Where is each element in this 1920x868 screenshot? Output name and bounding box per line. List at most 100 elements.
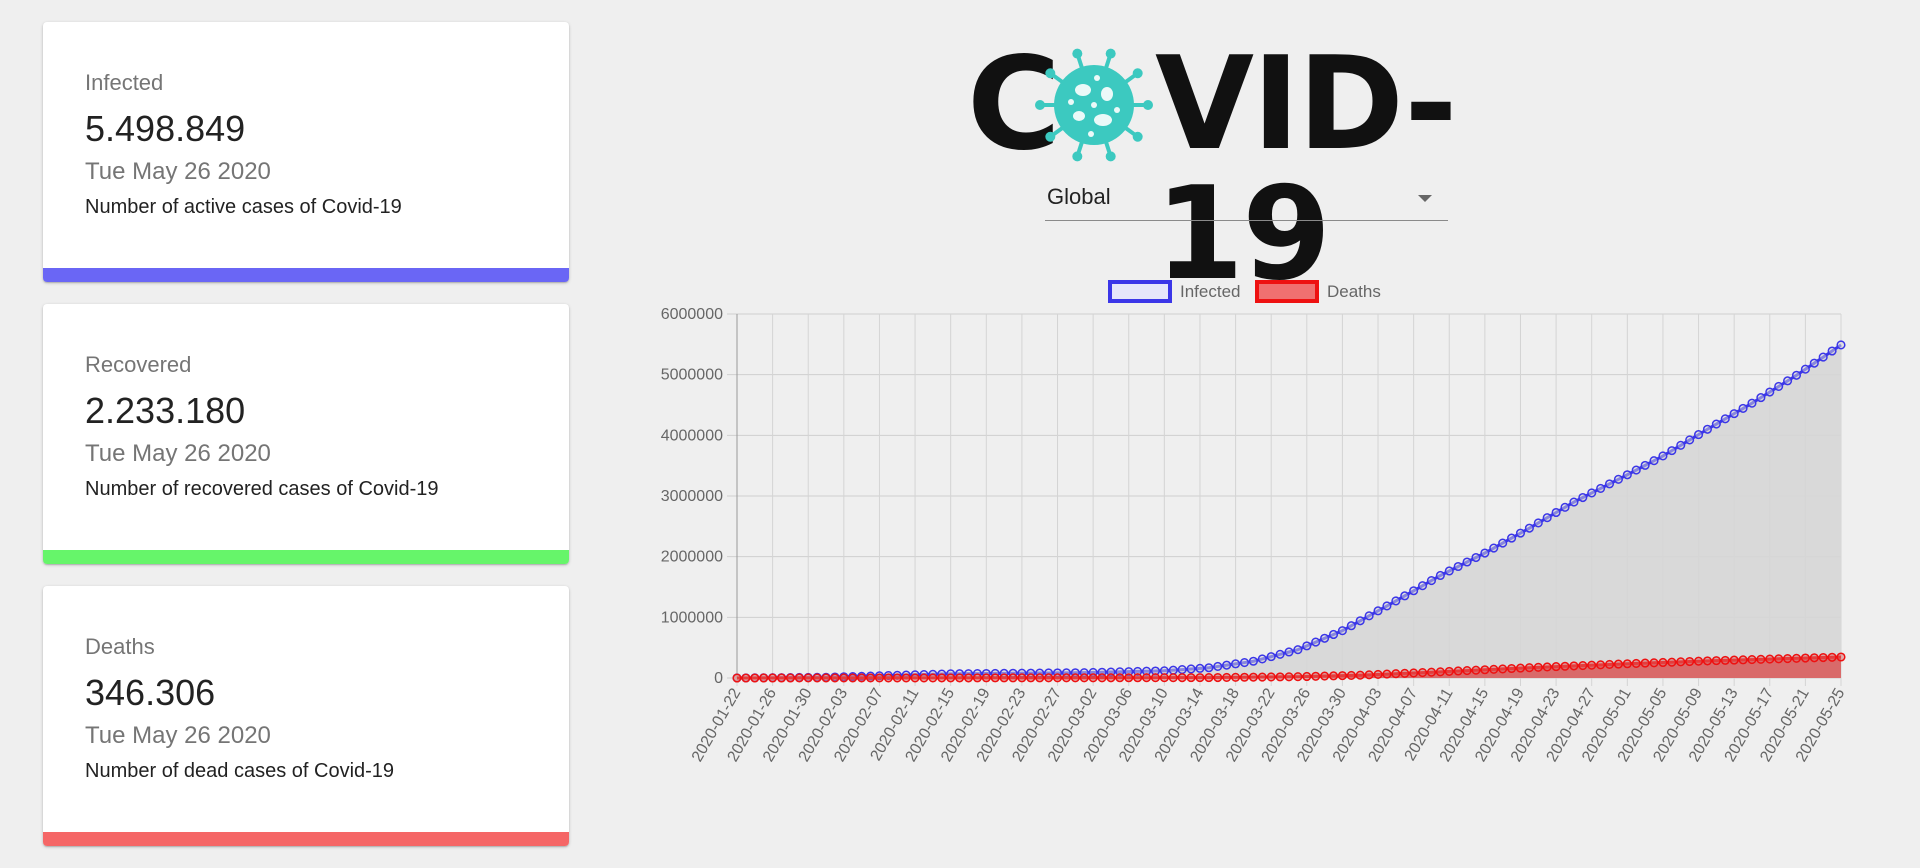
cases-chart: Infected Deaths 0 1000000 2000000 3000000 400… [661,280,1849,765]
point-infected [1293,645,1303,655]
point-deaths [1044,673,1054,683]
point-deaths [1791,653,1802,663]
point-deaths [750,673,760,683]
point-deaths [1026,673,1036,683]
point-infected [1417,581,1428,591]
point-infected [1658,451,1668,461]
point-deaths [812,673,822,683]
card-color-bar [43,832,569,846]
y-tick-label: 4000000 [661,427,723,444]
point-deaths [865,673,876,683]
point-deaths [1088,673,1098,683]
point-infected [1613,474,1623,484]
card-description: Number of active cases of Covid-19 [85,196,402,218]
point-infected [1747,398,1757,408]
point-infected [1337,626,1347,636]
point-deaths [1498,664,1508,674]
card-color-bar [43,550,569,564]
main-panel: C VID-19 Global [570,0,1920,868]
card-date: Tue May 26 2020 [85,722,271,749]
point-infected [1186,664,1196,674]
point-deaths [1827,652,1837,662]
point-infected [1631,465,1641,475]
point-deaths [732,673,742,683]
point-deaths [1515,663,1526,673]
point-infected [1774,381,1784,391]
point-deaths [821,673,831,683]
country-select[interactable]: Global [1045,178,1448,221]
point-infected [1364,611,1374,621]
point-deaths [1382,669,1392,679]
point-deaths [759,673,769,683]
point-deaths [955,673,965,683]
point-deaths [1222,672,1232,682]
point-deaths [1177,673,1187,683]
chevron-down-icon[interactable] [1418,195,1432,202]
point-infected [1248,656,1258,666]
point-deaths [1400,668,1410,678]
point-infected [1453,561,1463,572]
x-axis: 2020-01-222020-01-262020-01-302020-02-03… [689,685,1849,764]
point-deaths [785,673,795,683]
point-deaths [1337,671,1347,681]
point-deaths [1774,654,1784,664]
recovered-card: Recovered 2.233.180 Tue May 26 2020 Numb… [43,304,569,564]
point-deaths [1364,670,1374,680]
point-deaths [1729,655,1739,665]
point-deaths [794,673,804,683]
card-date: Tue May 26 2020 [85,440,271,467]
legend-swatch [1108,280,1172,303]
y-tick-label: 0 [714,670,723,687]
y-axis: 0 1000000 2000000 3000000 4000000 5000000 6000… [661,306,723,687]
point-deaths [1551,662,1561,672]
point-deaths [892,673,902,683]
point-infected [1604,479,1615,489]
point-infected [1596,483,1606,493]
point-deaths [1542,662,1552,672]
point-deaths [1257,672,1267,682]
point-infected [1756,393,1766,403]
chart-series [732,340,1846,683]
point-deaths [1747,655,1757,665]
point-deaths [1836,652,1846,662]
point-deaths [1426,667,1437,677]
point-infected [1533,518,1543,528]
point-infected [1320,633,1330,643]
point-deaths [1275,672,1285,682]
point-deaths [1756,654,1766,664]
point-deaths [1818,652,1828,663]
point-deaths [937,673,947,683]
card-value: 346.306 [85,672,216,713]
point-deaths [1017,673,1027,683]
point-deaths [1471,665,1481,675]
point-deaths [1355,670,1365,680]
point-infected [1355,616,1365,626]
point-deaths [776,673,787,683]
point-deaths [999,673,1009,683]
point-infected [1382,601,1392,611]
point-infected [1302,641,1312,651]
point-deaths [1311,671,1321,681]
point-deaths [919,673,929,683]
point-infected [1222,660,1232,670]
y-tick-label: 3000000 [661,488,723,505]
point-deaths [1533,662,1543,672]
point-deaths [1115,673,1125,683]
series-infected [732,340,1846,683]
point-infected [1426,576,1437,586]
point-infected [1676,440,1686,450]
point-infected [1275,649,1285,659]
deaths-card: Deaths 346.306 Tue May 26 2020 Number of… [43,586,569,846]
point-infected [1693,430,1704,440]
point-infected [1720,414,1730,424]
covid-19-logo: C VID-19 [967,40,1527,300]
point-deaths [1462,666,1472,676]
point-deaths [1097,673,1107,683]
point-infected [1498,538,1508,548]
point-infected [1462,557,1472,567]
point-deaths [768,673,778,683]
point-infected [1311,637,1321,647]
point-infected [1239,658,1250,668]
virus-icon [1035,48,1153,162]
